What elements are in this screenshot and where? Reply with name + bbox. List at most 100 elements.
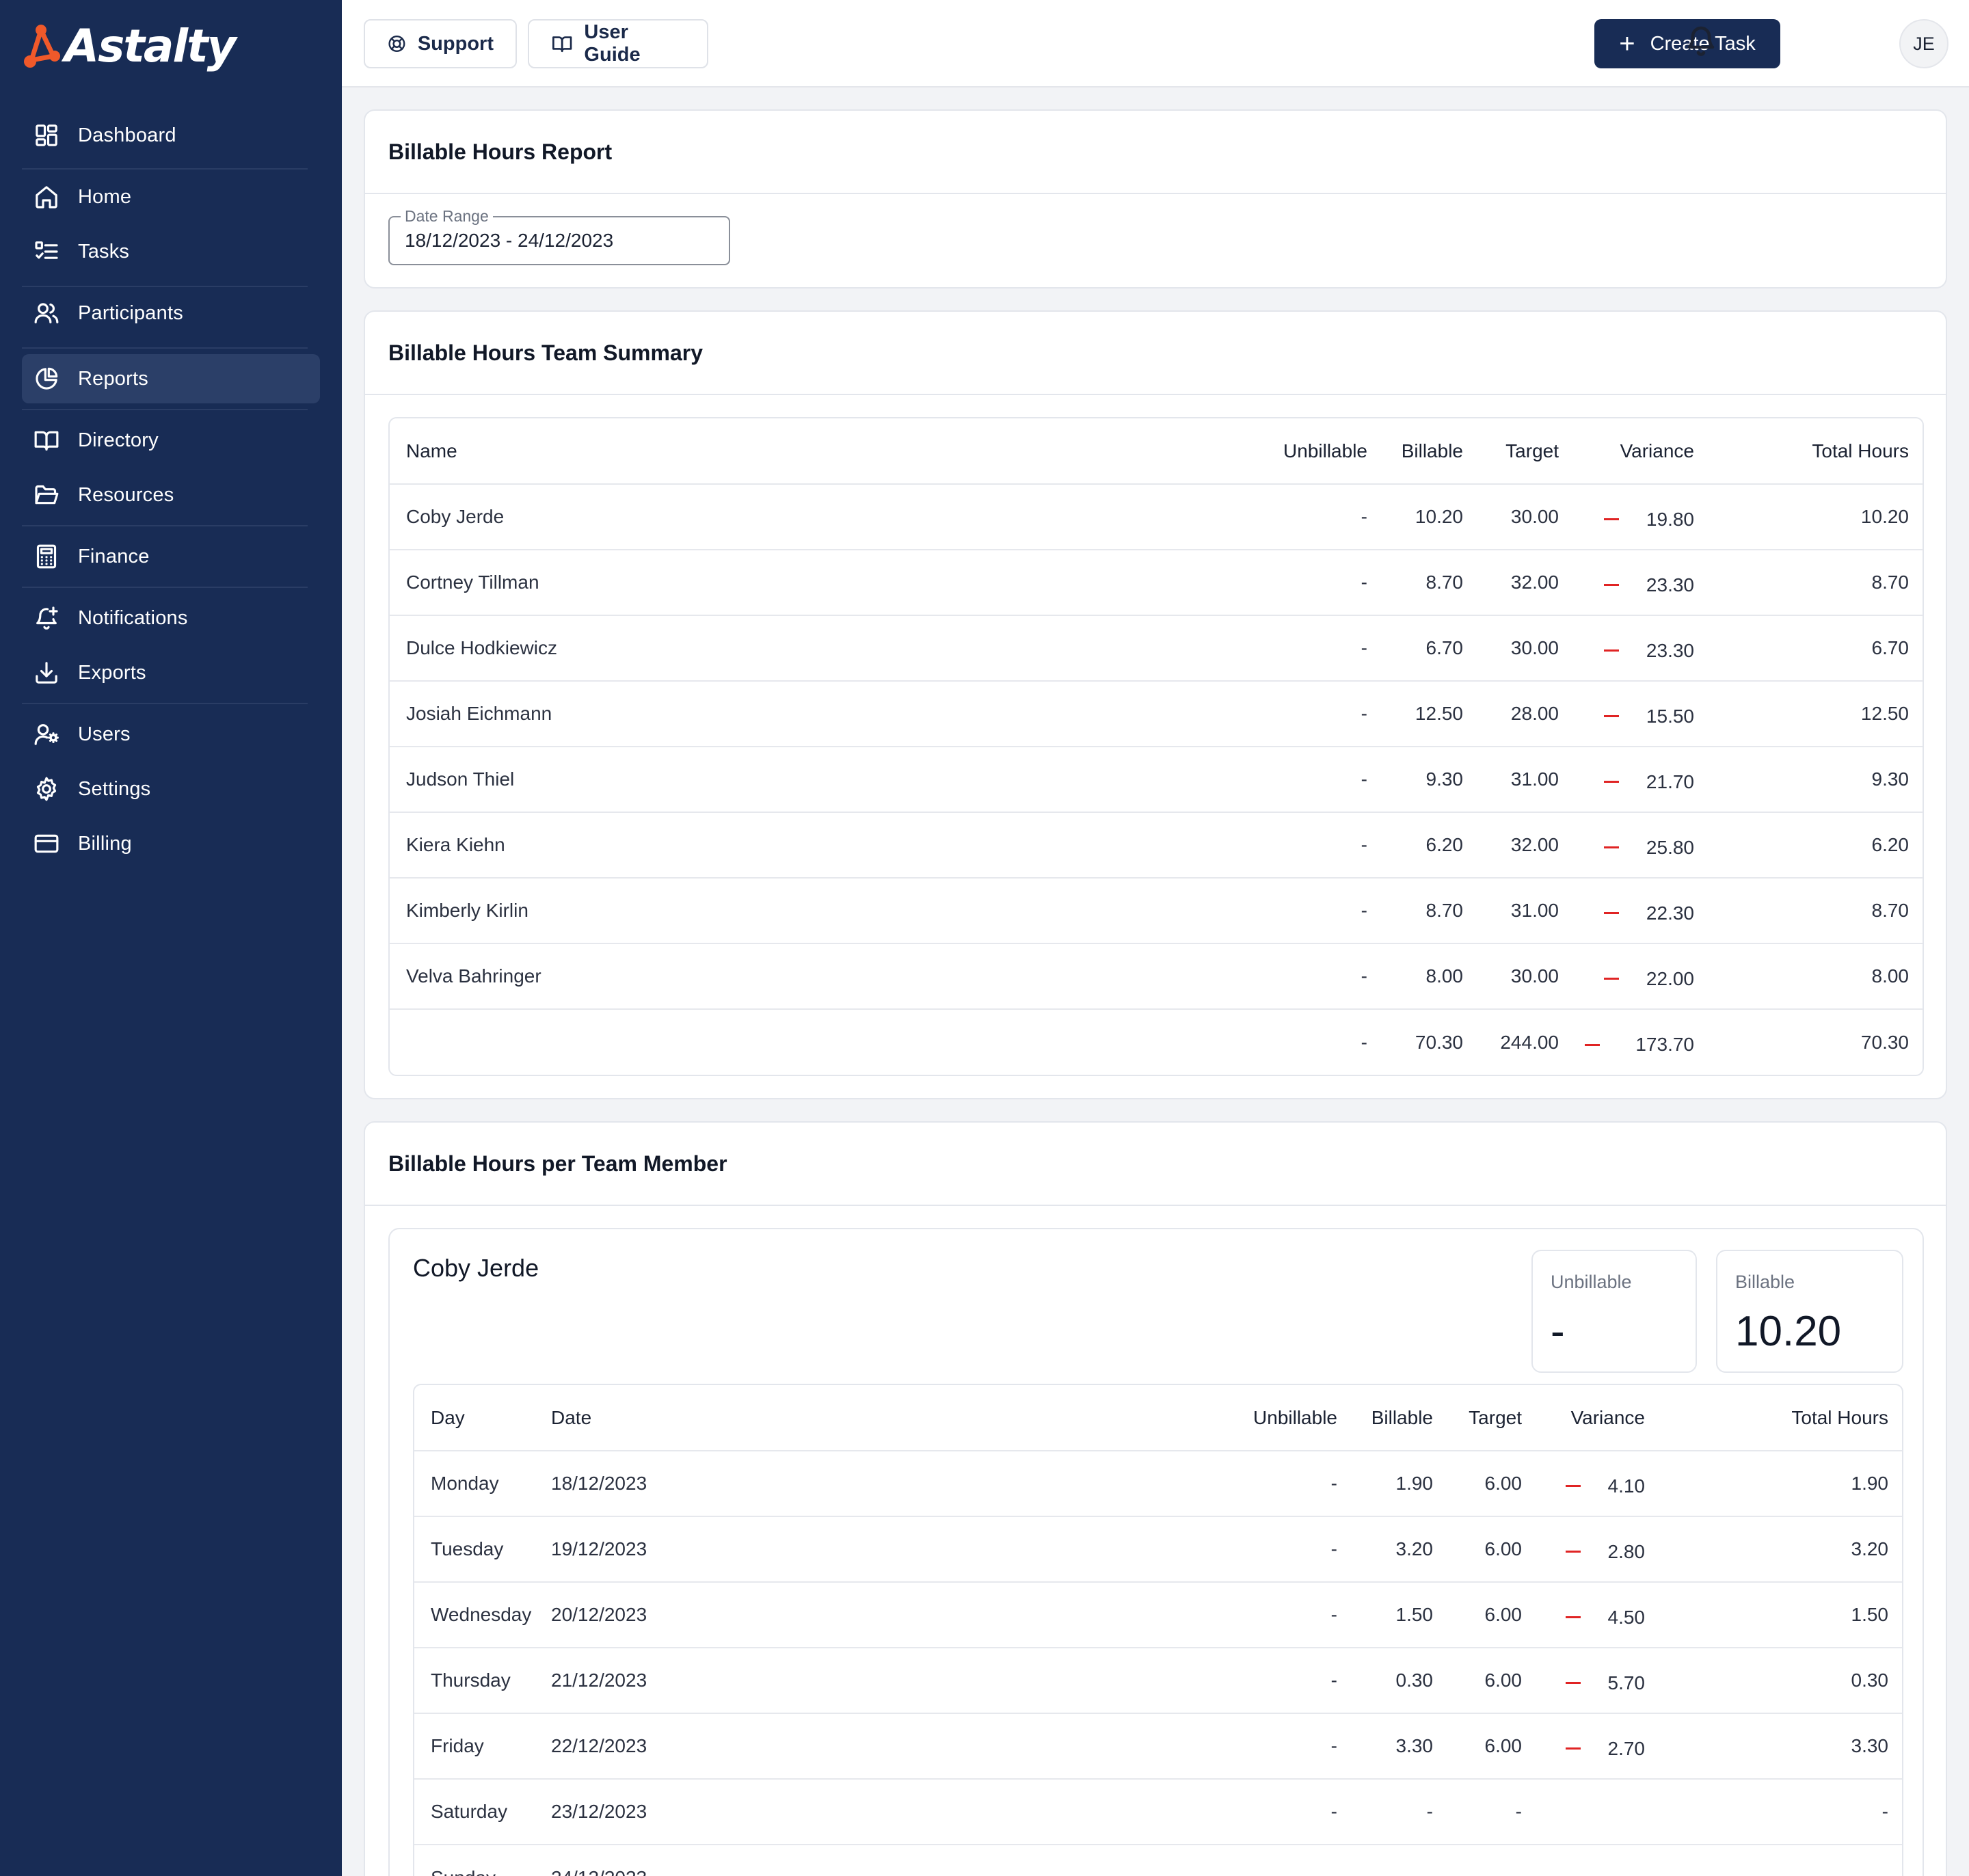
sidebar-item-dashboard[interactable]: Dashboard: [22, 111, 320, 160]
column-header[interactable]: Date: [551, 1385, 1194, 1451]
table-cell: 20/12/2023: [551, 1582, 1194, 1648]
table-row[interactable]: Wednesday 20/12/2023-1.50 6.00 4.50 1.50: [414, 1582, 1902, 1648]
table-cell: Tuesday: [414, 1516, 551, 1583]
table-row[interactable]: Kiera Kiehn -6.20 32.00 25.80 6.20: [390, 812, 1923, 879]
team-summary-table: Name Unbillable Billable Target Variance…: [388, 417, 1924, 1076]
column-header[interactable]: Target: [1463, 418, 1559, 485]
brand-logo[interactable]: Astalty: [21, 19, 267, 74]
minus-icon: [1603, 584, 1619, 587]
column-header[interactable]: Name: [390, 418, 1210, 485]
sidebar-item-exports[interactable]: Exports: [22, 648, 320, 697]
column-header[interactable]: Billable: [1367, 418, 1463, 485]
table-row[interactable]: Tuesday 19/12/2023-3.20 6.00 2.80 3.20: [414, 1516, 1902, 1583]
table-row[interactable]: Thursday 21/12/2023-0.30 6.00 5.70 0.30: [414, 1648, 1902, 1714]
stat-label: Unbillable: [1551, 1272, 1632, 1292]
table-row[interactable]: Friday 22/12/2023-3.30 6.00 2.70 3.30: [414, 1713, 1902, 1780]
support-button[interactable]: Support: [364, 19, 517, 68]
notifications-bell-icon[interactable]: [1685, 23, 1726, 64]
table-cell: -: [1194, 1582, 1337, 1648]
sidebar-item-directory[interactable]: Directory: [22, 416, 320, 465]
sidebar-item-label: Settings: [78, 777, 151, 800]
table-row[interactable]: Judson Thiel -9.30 31.00 21.70 9.30: [390, 747, 1923, 813]
column-header[interactable]: Variance: [1559, 418, 1694, 485]
table-cell: 10.20: [1367, 484, 1463, 550]
date-range-field[interactable]: Date Range 18/12/2023 - 24/12/2023: [388, 207, 730, 265]
column-header[interactable]: Variance: [1522, 1385, 1645, 1451]
avatar[interactable]: JE: [1899, 19, 1948, 68]
minus-icon: [1603, 912, 1619, 915]
create-task-button[interactable]: + Create Task: [1594, 19, 1780, 68]
table-cell: 6.00: [1433, 1648, 1522, 1714]
support-label: Support: [417, 32, 494, 55]
column-header[interactable]: Day: [414, 1385, 551, 1451]
column-header[interactable]: Billable: [1337, 1385, 1433, 1451]
nav-divider: [22, 168, 308, 170]
sidebar-item-notifications[interactable]: Notifications: [22, 593, 320, 643]
column-header[interactable]: Unbillable: [1210, 418, 1367, 485]
sidebar-item-finance[interactable]: Finance: [22, 532, 320, 581]
billable-stat: Billable 10.20: [1716, 1250, 1903, 1373]
table-cell: Kiera Kiehn: [390, 812, 1210, 879]
table-row[interactable]: Velva Bahringer -8.00 30.00 22.00 8.00: [390, 943, 1923, 1010]
variance-text: 4.10: [1607, 1475, 1646, 1497]
column-header[interactable]: Total Hours: [1694, 418, 1923, 485]
table-cell: 24/12/2023: [551, 1845, 1194, 1876]
sidebar-item-label: Directory: [78, 429, 159, 451]
table-cell: -: [1210, 615, 1367, 682]
variance-value: 4.50: [1565, 1607, 1645, 1629]
variance-value: 21.70: [1603, 771, 1694, 793]
member-name: Coby Jerde: [413, 1254, 539, 1282]
sidebar-item-reports[interactable]: Reports: [22, 354, 320, 403]
table-cell: Josiah Eichmann: [390, 681, 1210, 747]
column-header[interactable]: Total Hours: [1645, 1385, 1902, 1451]
stat-value: 10.20: [1735, 1308, 1842, 1355]
table-row[interactable]: Kimberly Kirlin -8.70 31.00 22.30 8.70: [390, 878, 1923, 944]
sidebar-item-billing[interactable]: Billing: [22, 819, 320, 868]
table-header-row: Name Unbillable Billable Target Variance…: [390, 418, 1923, 485]
sidebar: Astalty Dashboard Home Tasks Participant…: [0, 0, 342, 1876]
table-cell: 10.20: [1694, 484, 1923, 550]
variance-value: 2.80: [1565, 1541, 1645, 1563]
variance-value: 25.80: [1603, 837, 1694, 859]
sidebar-item-label: Home: [78, 185, 132, 208]
table-cell: -: [1210, 943, 1367, 1010]
column-header[interactable]: Unbillable: [1194, 1385, 1337, 1451]
table-cell: 6.70: [1694, 615, 1923, 682]
top-bar: Support User Guide + Create Task JE: [342, 0, 1969, 88]
user-guide-button[interactable]: User Guide: [528, 19, 708, 68]
variance-text: 15.50: [1646, 705, 1694, 727]
table-row[interactable]: Dulce Hodkiewicz -6.70 30.00 23.30 6.70: [390, 615, 1923, 682]
table-cell: 3.20: [1645, 1516, 1902, 1583]
variance-value: 22.00: [1603, 968, 1694, 990]
sidebar-item-label: Resources: [78, 483, 174, 506]
table-cell: 19/12/2023: [551, 1516, 1194, 1583]
table-cell: 6.00: [1433, 1451, 1522, 1517]
column-header[interactable]: Target: [1433, 1385, 1522, 1451]
checklist-icon: [33, 238, 60, 265]
sidebar-item-label: Reports: [78, 367, 148, 390]
table-cell: 28.00: [1463, 681, 1559, 747]
sidebar-item-resources[interactable]: Resources: [22, 470, 320, 520]
sidebar-item-users[interactable]: Users: [22, 710, 320, 759]
table-cell: [390, 1008, 1210, 1075]
sidebar-item-settings[interactable]: Settings: [22, 764, 320, 814]
table-row[interactable]: Monday 18/12/2023-1.90 6.00 4.10 1.90: [414, 1451, 1902, 1517]
table-cell: Judson Thiel: [390, 747, 1210, 813]
table-cell: 31.00: [1463, 747, 1559, 813]
home-icon: [33, 183, 60, 211]
table-cell: 8.70: [1367, 878, 1463, 944]
table-cell: 18/12/2023: [551, 1451, 1194, 1517]
table-row[interactable]: Sunday24/12/2023----: [414, 1845, 1902, 1876]
table-row[interactable]: Coby Jerde -10.20 30.00 19.80 10.20: [390, 484, 1923, 550]
table-cell: -: [1194, 1713, 1337, 1780]
table-row[interactable]: Cortney Tillman -8.70 32.00 23.30 8.70: [390, 550, 1923, 616]
sidebar-item-participants[interactable]: Participants: [22, 289, 320, 338]
variance-value: 5.70: [1565, 1672, 1645, 1694]
sidebar-item-tasks[interactable]: Tasks: [22, 227, 320, 276]
table-row[interactable]: Josiah Eichmann -12.50 28.00 15.50 12.50: [390, 681, 1923, 747]
table-cell: 9.30: [1367, 747, 1463, 813]
sidebar-item-home[interactable]: Home: [22, 172, 320, 222]
table-cell: Saturday: [414, 1779, 551, 1845]
table-cell: 6.20: [1367, 812, 1463, 879]
table-row[interactable]: Saturday 23/12/2023- - - -: [414, 1779, 1902, 1845]
